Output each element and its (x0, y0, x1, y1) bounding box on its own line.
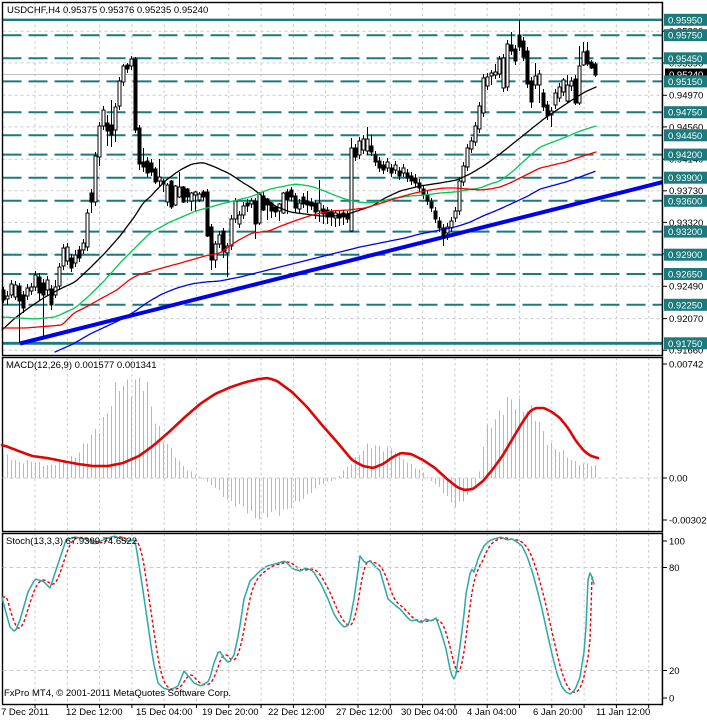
svg-text:0.92490: 0.92490 (669, 282, 703, 293)
svg-text:22 Dec 12:00: 22 Dec 12:00 (268, 707, 325, 718)
svg-text:6 Jan 20:00: 6 Jan 20:00 (533, 707, 583, 718)
svg-text:0.92900: 0.92900 (668, 250, 702, 261)
svg-text:12 Dec 12:00: 12 Dec 12:00 (66, 707, 123, 718)
svg-text:0.93600: 0.93600 (668, 196, 702, 207)
svg-text:0.00: 0.00 (669, 473, 688, 484)
svg-text:0.95750: 0.95750 (668, 31, 702, 42)
svg-text:USDCHF,H4 0.95375 0.95376 0.9: USDCHF,H4 0.95375 0.95376 0.95235 0.9524… (7, 5, 208, 16)
svg-text:Stoch(13,3,3) 67.9399 74.6522: Stoch(13,3,3) 67.9399 74.6522 (6, 536, 137, 547)
svg-text:30 Dec 04:00: 30 Dec 04:00 (401, 707, 458, 718)
svg-text:0.00742: 0.00742 (669, 359, 703, 370)
svg-text:7 Dec 2011: 7 Dec 2011 (1, 707, 49, 718)
svg-text:0.93730: 0.93730 (669, 186, 703, 197)
svg-text:19 Dec 20:00: 19 Dec 20:00 (202, 707, 259, 718)
svg-text:-0.00302: -0.00302 (669, 515, 707, 526)
svg-text:0.92650: 0.92650 (668, 270, 702, 281)
svg-text:11 Jan 12:00: 11 Jan 12:00 (596, 707, 650, 718)
svg-text:0.94200: 0.94200 (668, 150, 702, 161)
svg-text:0.94970: 0.94970 (669, 91, 703, 102)
svg-text:15 Dec 04:00: 15 Dec 04:00 (136, 707, 193, 718)
svg-text:0.95150: 0.95150 (668, 77, 702, 88)
svg-text:0.92070: 0.92070 (669, 314, 703, 325)
svg-text:0.95950: 0.95950 (668, 15, 702, 26)
svg-text:0.91660: 0.91660 (669, 346, 703, 357)
svg-text:27 Dec 12:00: 27 Dec 12:00 (336, 707, 393, 718)
svg-text:MACD(12,26,9) 0.001577 0.00134: MACD(12,26,9) 0.001577 0.001341 (6, 360, 157, 371)
svg-text:20: 20 (669, 666, 680, 677)
svg-text:0.94750: 0.94750 (668, 108, 702, 119)
svg-text:0: 0 (669, 693, 674, 704)
svg-text:0.93200: 0.93200 (668, 227, 702, 238)
svg-text:0.91750: 0.91750 (668, 339, 702, 350)
svg-text:0.92250: 0.92250 (668, 300, 702, 311)
svg-text:0.93320: 0.93320 (669, 218, 703, 229)
svg-text:4 Jan 04:00: 4 Jan 04:00 (467, 707, 517, 718)
svg-text:0.94450: 0.94450 (668, 131, 702, 142)
svg-text:80: 80 (669, 563, 680, 574)
svg-text:0.93900: 0.93900 (668, 173, 702, 184)
svg-text:0.95450: 0.95450 (668, 54, 702, 65)
svg-text:0.94560: 0.94560 (669, 122, 703, 133)
svg-text:100: 100 (669, 536, 685, 547)
svg-text:FxPro MT4, © 2001-2011 MetaQuo: FxPro MT4, © 2001-2011 MetaQuotes Softwa… (4, 688, 231, 699)
